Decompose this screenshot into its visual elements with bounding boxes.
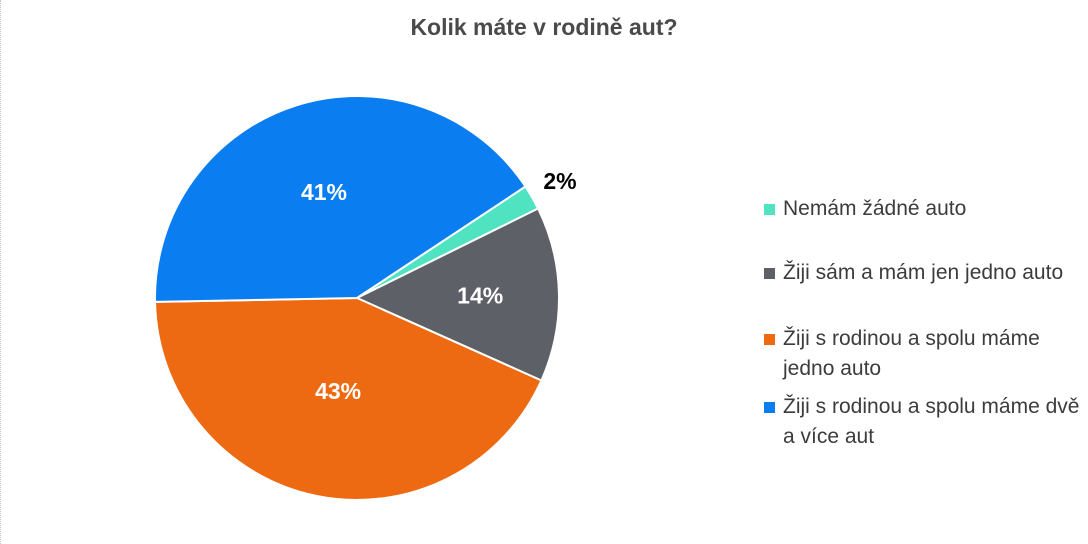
legend-label-alone-one-car: Žiji sám a mám jen jedno auto <box>783 261 1064 284</box>
legend-item-alone-one-car: Žiji sám a mám jen jedno auto <box>764 258 1083 288</box>
data-label-alone-one-car: 14% <box>457 283 503 309</box>
legend-label-family-one-car: Žiji s rodinou a spolu máme jedno auto <box>783 327 1040 380</box>
legend-label-no-car: Nemám žádné auto <box>783 197 967 220</box>
pie-slice-family-one-car <box>154 297 543 501</box>
data-label-no-car: 2% <box>543 168 576 194</box>
legend-item-family-one-car: Žiji s rodinou a spolu máme jedno auto <box>764 324 1083 384</box>
legend-swatch-no-car <box>764 204 775 215</box>
legend-label-family-two-plus: Žiji s rodinou a spolu máme dvě a více a… <box>783 395 1080 448</box>
pie-slice-alone-one-car <box>356 207 560 382</box>
data-label-family-one-car: 43% <box>315 378 361 404</box>
pie-slice-family-two-plus <box>154 95 527 303</box>
legend-item-family-two-plus: Žiji s rodinou a spolu máme dvě a více a… <box>764 392 1083 452</box>
legend-item-no-car: Nemám žádné auto <box>764 194 1083 224</box>
data-label-family-two-plus: 41% <box>301 179 347 205</box>
legend-swatch-family-one-car <box>764 334 775 345</box>
legend-swatch-alone-one-car <box>764 268 775 279</box>
legend-swatch-family-two-plus <box>764 402 775 413</box>
chart-title: Kolik máte v rodině aut? <box>410 14 678 40</box>
